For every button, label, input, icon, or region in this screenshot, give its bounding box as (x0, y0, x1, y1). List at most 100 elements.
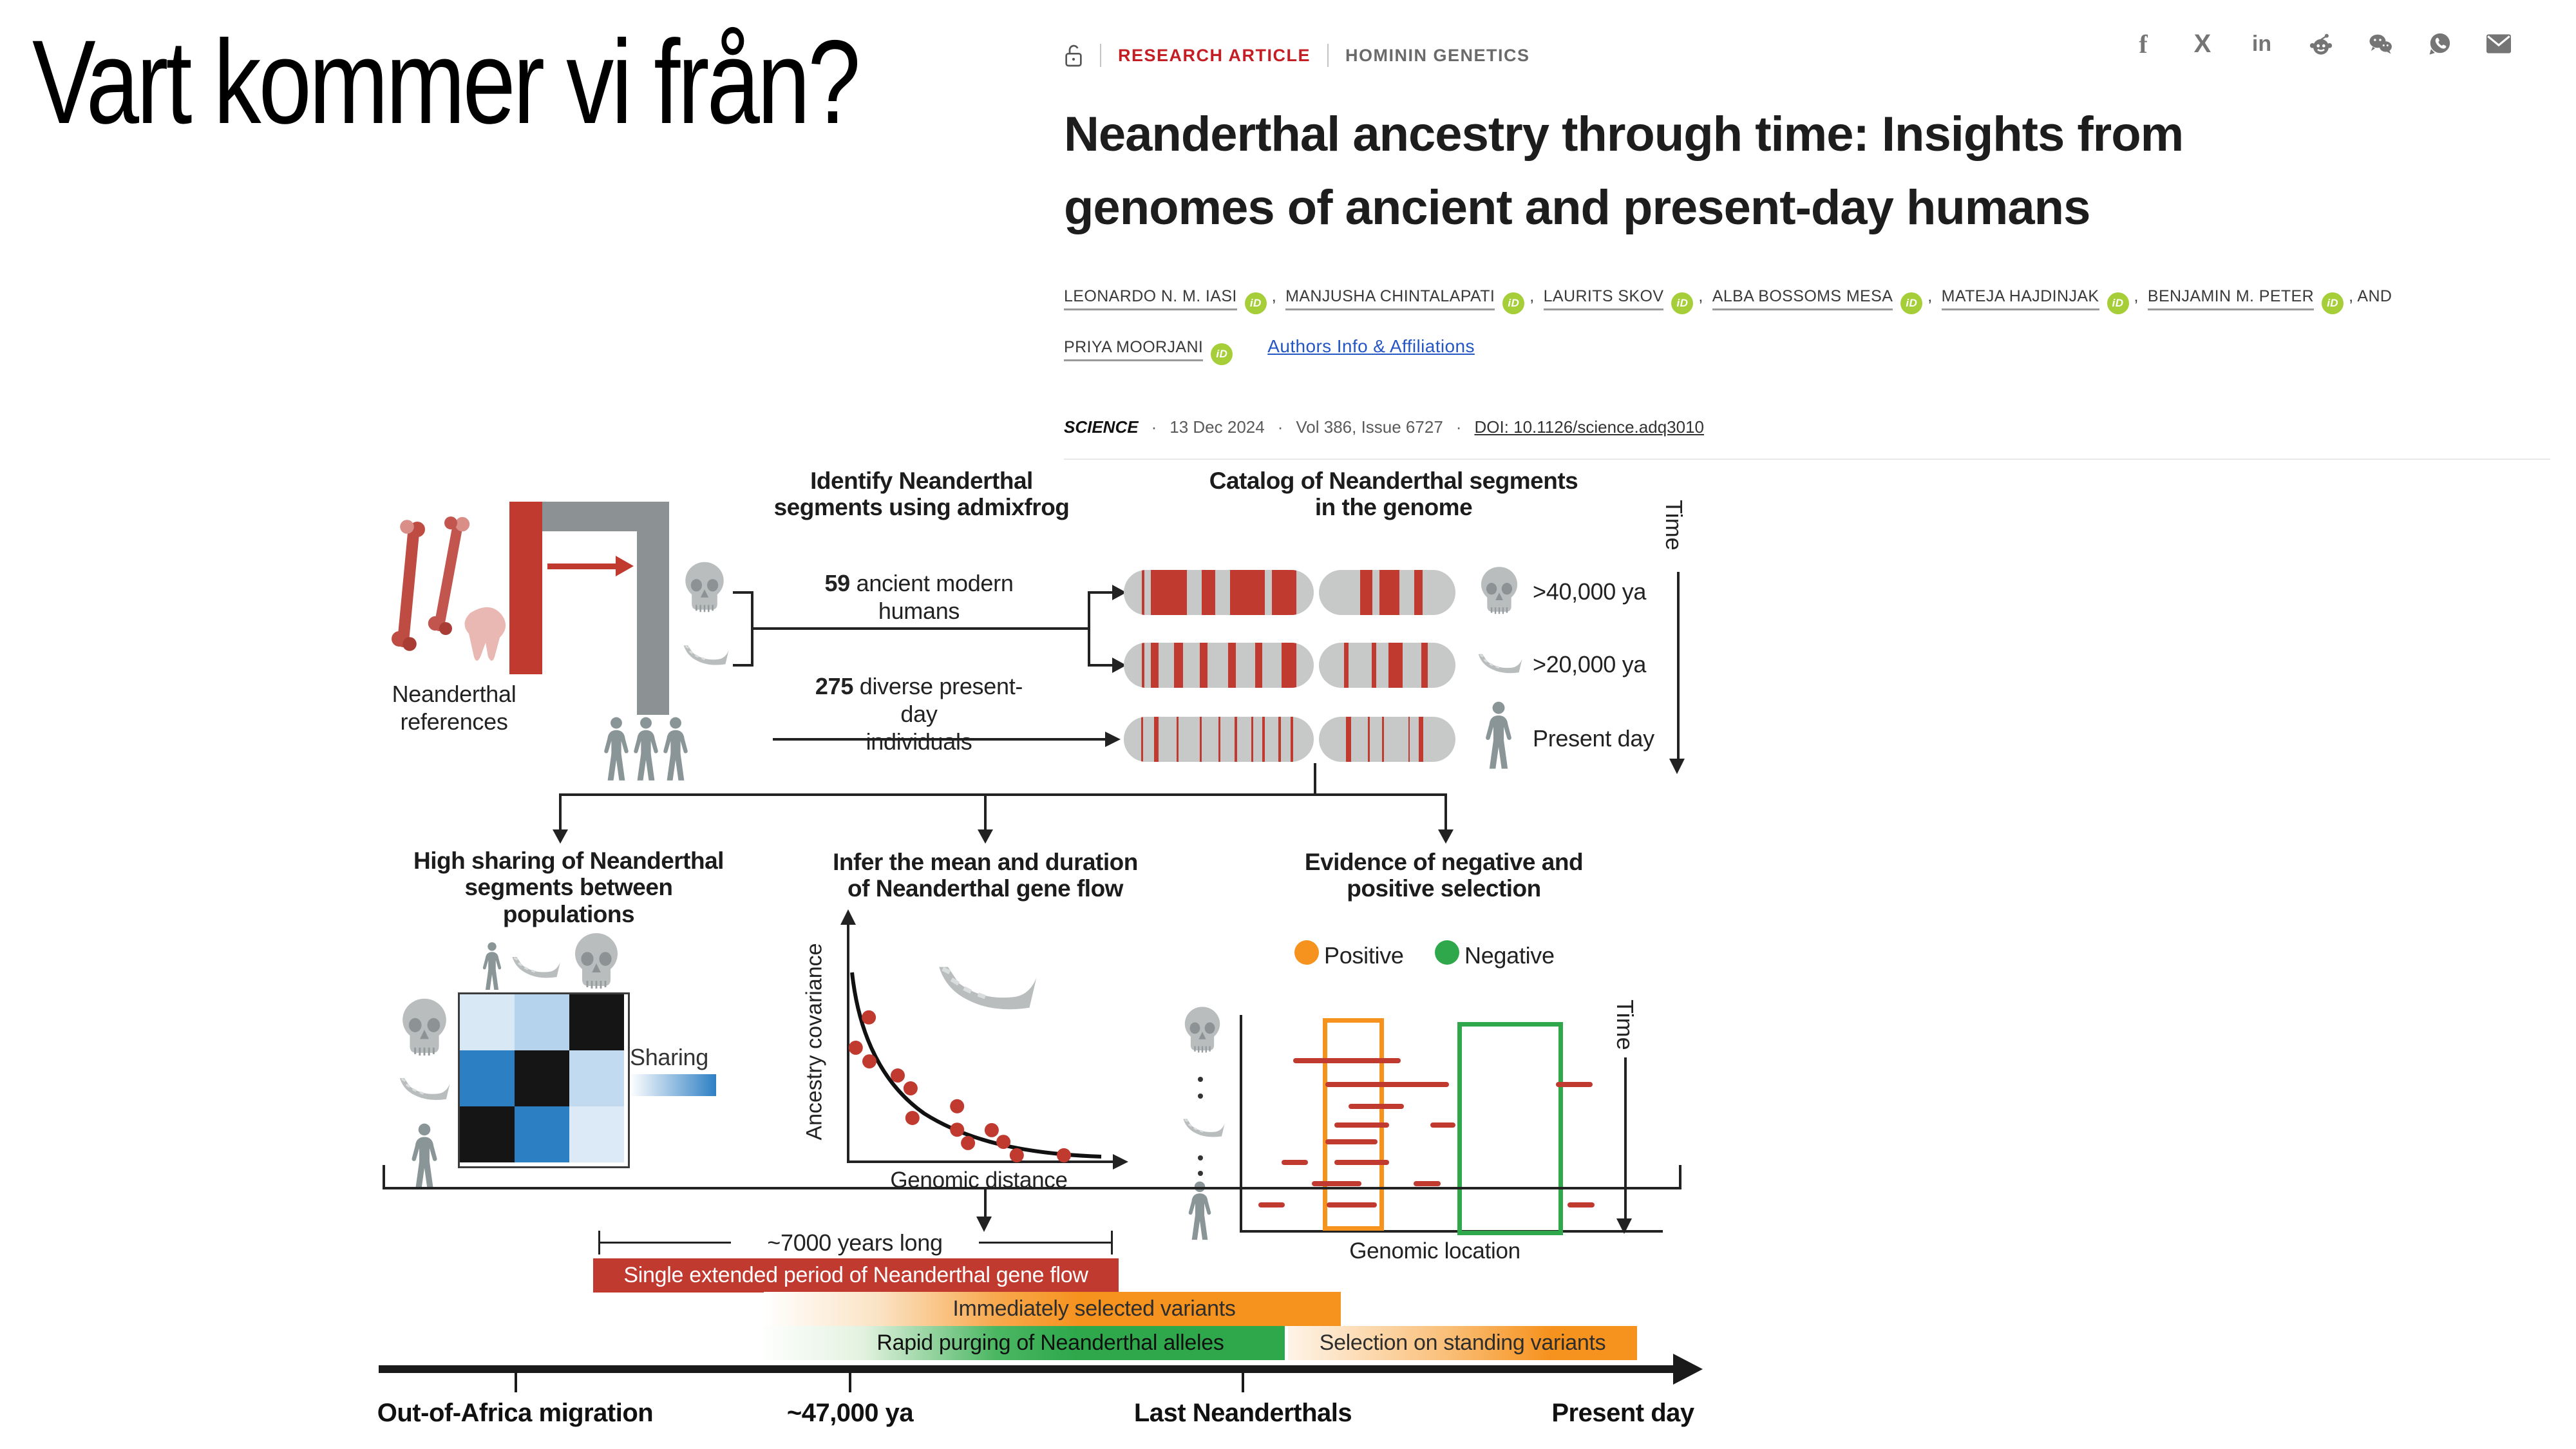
dot-separator: · (1455, 417, 1462, 437)
selection-time-axis (1624, 1057, 1627, 1218)
neanderthal-segment-band (1379, 570, 1400, 615)
connector-drop-right (1444, 796, 1447, 829)
author-link[interactable]: PRIYA MOORJANI (1064, 338, 1204, 361)
selection-y-axis (1240, 1015, 1242, 1233)
arrow-to-row3-head (1105, 732, 1121, 747)
duration-bracket-line-right (979, 1242, 1111, 1244)
neanderthal-segment (1293, 1058, 1401, 1064)
rapid-purging-bar: Rapid purging of Neanderthal alleles (758, 1326, 1285, 1360)
dot-separator: · (1277, 417, 1283, 437)
neanderthal-segment (1556, 1081, 1593, 1087)
neanderthal-segment-band (1414, 570, 1423, 615)
orcid-icon[interactable]: iD (1900, 292, 1923, 314)
neanderthal-segment (1413, 1180, 1441, 1186)
divider (1100, 44, 1101, 67)
connector-line (751, 627, 1089, 630)
neanderthal-segment-band (1272, 570, 1297, 615)
author: LAURITS SKOV iD, (1543, 287, 1712, 314)
orcid-icon[interactable]: iD (2107, 292, 2129, 314)
person-icon (601, 717, 632, 782)
neanderthal-segment-band (1201, 570, 1216, 615)
genomic-location-axis-label: Genomic location (1349, 1238, 1520, 1264)
sharing-gradient-bar (630, 1074, 716, 1096)
neanderthal-segment-band (1251, 717, 1254, 762)
email-icon[interactable] (2486, 31, 2512, 57)
author-separator: , (1927, 287, 1933, 305)
chromosome-arm (1124, 570, 1314, 615)
panel-sharing-heading: High sharing of Neanderthal segments bet… (413, 848, 724, 927)
author-separator: , (1698, 287, 1703, 305)
article-category-row: RESEARCH ARTICLE HOMININ GENETICS (1064, 43, 1530, 68)
orcid-icon[interactable]: iD (1671, 292, 1694, 314)
skull-icon (681, 560, 728, 620)
doi-link[interactable]: DOI: 10.1126/science.adq3010 (1474, 417, 1705, 437)
timeline-label-present-day: Present day (1551, 1399, 1694, 1427)
divider (1327, 44, 1329, 67)
facebook-icon[interactable]: f (2139, 29, 2148, 59)
author-separator: , (1530, 287, 1535, 305)
wechat-icon[interactable] (2367, 31, 2393, 57)
neanderthal-segment-band (1200, 643, 1208, 688)
author: LEONARDO N. M. IASI iD, (1064, 287, 1285, 314)
slide-title: Vart kommer vi från? (32, 16, 861, 149)
jaw-icon (397, 1075, 452, 1106)
citation-row: SCIENCE · 13 Dec 2024 · Vol 386, Issue 6… (1064, 417, 1704, 437)
skull-icon (1181, 1005, 1224, 1060)
orcid-icon[interactable]: iD (1211, 343, 1233, 365)
ellipsis-dot (1198, 1094, 1203, 1099)
author-link[interactable]: LEONARDO N. M. IASI (1064, 287, 1237, 310)
neanderthal-segment-band (1278, 717, 1281, 762)
neanderthal-segment (1325, 1139, 1378, 1145)
timeline-label-out-of-africa: Out-of-Africa migration (377, 1399, 654, 1427)
positive-legend-dot (1294, 940, 1319, 965)
geneflow-x-arrowhead (1113, 1154, 1128, 1170)
selection-time-label: Time (1612, 999, 1638, 1050)
author-link[interactable]: MANJUSHA CHINTALAPATI (1285, 287, 1495, 310)
chromosome-arm (1319, 570, 1455, 615)
neanderthal-segment-band (1174, 643, 1184, 688)
author-separator: , AND (2349, 287, 2392, 305)
arrow-to-row1 (1090, 591, 1112, 594)
orcid-icon[interactable]: iD (1502, 292, 1525, 314)
selection-x-axis (1240, 1230, 1663, 1233)
author: PRIYA MOORJANI iD (1064, 338, 1238, 365)
whatsapp-icon[interactable] (2427, 31, 2452, 57)
modern-lineage-bar-top (542, 502, 669, 531)
orcid-icon[interactable]: iD (2322, 292, 2344, 314)
heatmap-cell (460, 994, 515, 1050)
chromosome-arm (1319, 717, 1455, 762)
authors-line-1: LEONARDO N. M. IASI iD, MANJUSHA CHINTALAP… (1064, 287, 2545, 314)
reddit-icon[interactable] (2308, 31, 2334, 57)
category-research-article[interactable]: RESEARCH ARTICLE (1118, 45, 1311, 65)
skull-icon (398, 997, 451, 1064)
jaw-icon (681, 641, 730, 672)
decay-curve (850, 972, 1102, 1159)
connector-drop-left-head (553, 829, 568, 844)
divider-rule (1064, 459, 2550, 460)
orcid-icon[interactable]: iD (1244, 292, 1267, 314)
catalog-time-arrowhead (1669, 759, 1685, 774)
author-link[interactable]: LAURITS SKOV (1543, 287, 1664, 310)
summary-arrowhead (976, 1217, 992, 1232)
journal-name: SCIENCE (1064, 417, 1139, 437)
scatter-point (862, 1010, 876, 1025)
neanderthal-segment-band (1255, 643, 1262, 688)
scatter-point (903, 1081, 918, 1095)
author-link[interactable]: ALBA BOSSOMS MESA (1712, 287, 1893, 310)
neanderthal-segment-band (1142, 643, 1145, 688)
category-hominin-genetics[interactable]: HOMININ GENETICS (1345, 45, 1530, 65)
authors-info-link[interactable]: Authors Info & Affiliations (1267, 336, 1475, 356)
article-title-line2: genomes of ancient and present-day human… (1064, 180, 2090, 235)
heatmap-cell (515, 1050, 569, 1106)
neanderthal-segment (1349, 1103, 1405, 1109)
scatter-point (996, 1135, 1011, 1150)
arrow-to-row3 (773, 738, 1105, 741)
positive-legend-label: Positive (1324, 942, 1404, 969)
linkedin-icon[interactable]: in (2251, 31, 2272, 56)
author-link[interactable]: MATEJA HAJDINJAK (1941, 287, 2099, 310)
heatmap-cell (515, 1106, 569, 1162)
x-icon[interactable]: X (2193, 29, 2211, 58)
scatter-point (1009, 1148, 1024, 1162)
neanderthal-segment-band (1419, 717, 1423, 762)
author-link[interactable]: BENJAMIN M. PETER (2147, 287, 2315, 310)
